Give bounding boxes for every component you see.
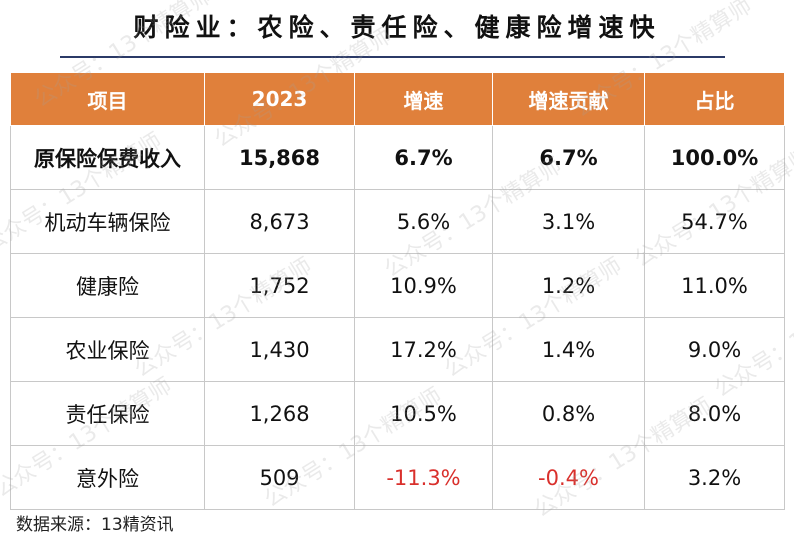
growth-cell: 10.9% [354,253,493,318]
value-cell: 1,268 [204,381,355,446]
header-contribution: 增速贡献 [492,72,645,126]
contribution-cell: 1.2% [492,253,645,318]
growth-cell: 10.5% [354,381,493,446]
item-name-cell: 健康险 [10,253,205,318]
growth-cell: 5.6% [354,189,493,254]
growth-cell: 6.7% [354,125,493,190]
share-cell: 9.0% [644,317,785,382]
data-source-note: 数据来源：13精资讯 [16,515,174,535]
header-share: 占比 [644,72,785,126]
item-name-cell: 原保险保费收入 [10,125,205,190]
item-name-cell: 意外险 [10,445,205,510]
contribution-cell: -0.4% [492,445,645,510]
table-row: 责任保险 1,268 10.5% 0.8% 8.0% [10,381,785,446]
value-cell: 1,430 [204,317,355,382]
contribution-cell: 3.1% [492,189,645,254]
growth-cell: 17.2% [354,317,493,382]
share-cell: 3.2% [644,445,785,510]
item-name-cell: 农业保险 [10,317,205,382]
share-cell: 8.0% [644,381,785,446]
table-row: 农业保险 1,430 17.2% 1.4% 9.0% [10,317,785,382]
share-cell: 11.0% [644,253,785,318]
contribution-cell: 6.7% [492,125,645,190]
header-growth: 增速 [354,72,493,126]
value-cell: 8,673 [204,189,355,254]
header-2023: 2023 [204,72,355,126]
contribution-cell: 1.4% [492,317,645,382]
premium-table: 项目 2023 增速 增速贡献 占比 原保险保费收入 15,868 6.7% 6.7%… [10,72,785,510]
title-divider [60,56,725,58]
value-cell: 509 [204,445,355,510]
table-row: 机动车辆保险 8,673 5.6% 3.1% 54.7% [10,189,785,254]
header-item: 项目 [10,72,205,126]
item-name-cell: 责任保险 [10,381,205,446]
share-cell: 54.7% [644,189,785,254]
table-row: 原保险保费收入 15,868 6.7% 6.7% 100.0% [10,125,785,190]
page-title: 财险业：农险、责任险、健康险增速快 [133,13,661,42]
contribution-cell: 0.8% [492,381,645,446]
value-cell: 15,868 [204,125,355,190]
item-name-cell: 机动车辆保险 [10,189,205,254]
growth-cell: -11.3% [354,445,493,510]
share-cell: 100.0% [644,125,785,190]
table-header-row: 项目 2023 增速 增速贡献 占比 [10,72,785,126]
table-row: 健康险 1,752 10.9% 1.2% 11.0% [10,253,785,318]
value-cell: 1,752 [204,253,355,318]
table-row: 意外险 509 -11.3% -0.4% 3.2% [10,445,785,510]
